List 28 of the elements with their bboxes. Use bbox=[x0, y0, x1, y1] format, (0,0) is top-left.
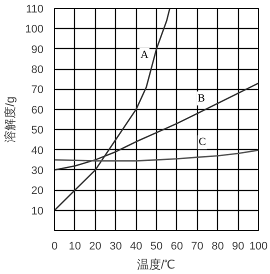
series-label: A bbox=[140, 48, 149, 61]
x-tick-label: 10 bbox=[68, 240, 82, 252]
y-tick-label: 110 bbox=[26, 4, 44, 16]
x-tick-label: 80 bbox=[212, 240, 224, 252]
y-tick-label: 70 bbox=[31, 84, 44, 96]
y-tick-label: 10 bbox=[31, 205, 44, 218]
y-tick-label: 60 bbox=[31, 104, 44, 116]
x-tick-label: 0 bbox=[51, 240, 58, 252]
y-tick-label: 50 bbox=[31, 124, 44, 137]
x-tick-label: 70 bbox=[191, 240, 204, 252]
series-label: B bbox=[198, 92, 205, 104]
y-tick-label: 20 bbox=[31, 185, 44, 198]
x-tick-label: 20 bbox=[89, 240, 102, 252]
y-tick-label: 30 bbox=[31, 164, 44, 177]
x-tick-label: 40 bbox=[130, 240, 142, 252]
y-tick-label: 100 bbox=[25, 24, 44, 36]
x-tick-label: 50 bbox=[150, 240, 163, 252]
y-tick-label: 80 bbox=[31, 64, 44, 76]
x-tick-label: 60 bbox=[170, 240, 184, 252]
y-axis-title: 溶解度/g bbox=[3, 96, 18, 143]
x-tick-label: 90 bbox=[232, 240, 244, 252]
x-axis-title: 温度/℃ bbox=[136, 258, 176, 272]
series-label: C bbox=[198, 136, 206, 148]
x-tick-label: 100 bbox=[249, 240, 268, 252]
x-tick-label: 30 bbox=[110, 240, 122, 252]
line-series bbox=[54, 149, 258, 162]
y-tick-label: 90 bbox=[31, 44, 44, 56]
y-tick-label: 40 bbox=[31, 144, 44, 157]
